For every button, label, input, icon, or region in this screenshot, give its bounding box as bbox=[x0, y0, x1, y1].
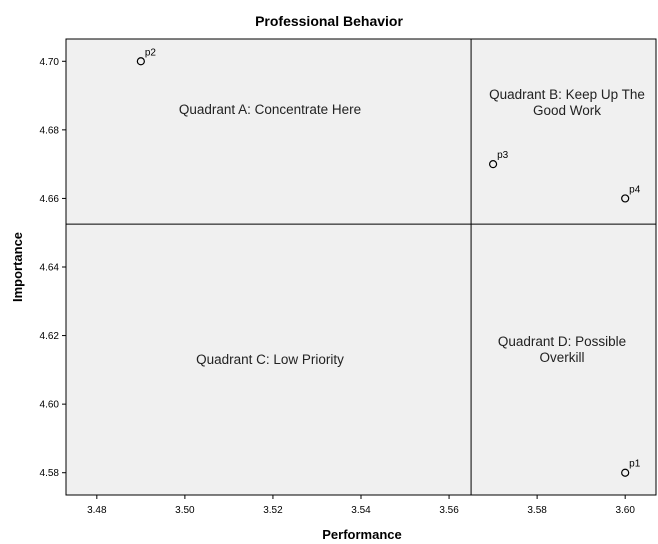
x-axis: 3.48 3.50 3.52 3.54 3.56 3.58 3.60 bbox=[87, 495, 635, 516]
point-label-p2: p2 bbox=[145, 47, 157, 58]
scatter-points: p1 p2 p3 p4 bbox=[136, 47, 641, 477]
plot-area bbox=[65, 38, 657, 496]
x-tick-label: 3.60 bbox=[615, 505, 635, 516]
quadrant-c-label: Quadrant C: Low Priority bbox=[196, 352, 344, 367]
x-tick-label: 3.58 bbox=[527, 505, 547, 516]
point-label-p4: p4 bbox=[629, 184, 641, 195]
quadrant-a-label: Quadrant A: Concentrate Here bbox=[179, 102, 361, 117]
x-tick-label: 3.56 bbox=[439, 505, 459, 516]
quadrant-d-label-line-1: Quadrant D: Possible bbox=[498, 334, 626, 349]
y-tick-label: 4.70 bbox=[40, 57, 60, 68]
scatter-point-p4 bbox=[621, 194, 630, 203]
scatter-point-p2 bbox=[136, 57, 145, 66]
point-label-p3: p3 bbox=[497, 150, 509, 161]
x-tick-label: 3.50 bbox=[175, 505, 195, 516]
scatter-point-p3 bbox=[488, 160, 498, 169]
y-tick-label: 4.64 bbox=[40, 263, 60, 274]
chart-title: Professional Behavior bbox=[255, 13, 403, 29]
y-tick-label: 4.66 bbox=[40, 194, 60, 205]
point-label-p1: p1 bbox=[629, 459, 641, 470]
scatter-point-p1 bbox=[621, 468, 630, 477]
y-tick-label: 4.60 bbox=[40, 400, 60, 411]
y-axis: 4.58 4.60 4.62 4.64 4.66 4.68 4.70 bbox=[40, 57, 66, 479]
y-tick-label: 4.68 bbox=[40, 125, 60, 136]
quadrant-d-label-line-2: Overkill bbox=[539, 350, 584, 365]
y-tick-label: 4.62 bbox=[40, 331, 60, 342]
y-axis-title: Importance bbox=[10, 232, 25, 302]
quadrant-b-label-line-2: Good Work bbox=[533, 103, 601, 118]
x-axis-title: Performance bbox=[322, 527, 401, 542]
y-tick-label: 4.58 bbox=[40, 468, 60, 479]
x-tick-label: 3.48 bbox=[87, 505, 107, 516]
x-tick-label: 3.54 bbox=[351, 505, 371, 516]
quadrant-b-label-line-1: Quadrant B: Keep Up The bbox=[489, 87, 645, 102]
x-tick-label: 3.52 bbox=[263, 505, 283, 516]
